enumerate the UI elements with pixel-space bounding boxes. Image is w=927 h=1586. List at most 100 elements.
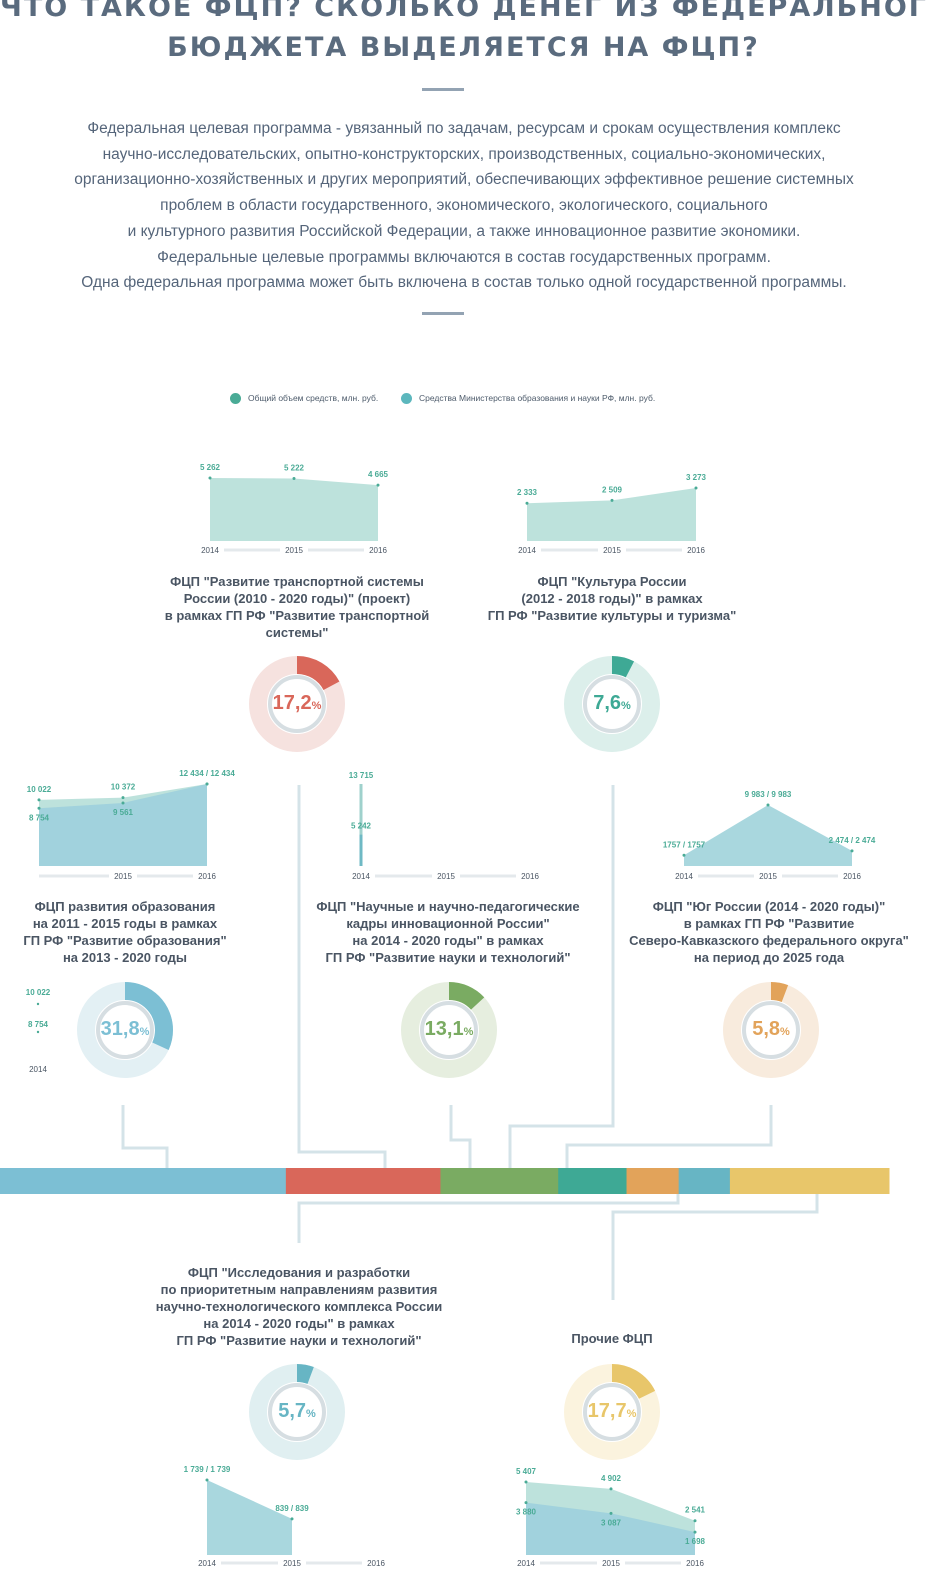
area-chart-culture: 2014 2015 2016 2 333 2 509 3 273 xyxy=(517,473,707,555)
share-value: 13,1 xyxy=(424,1018,464,1040)
data-point xyxy=(36,1030,40,1034)
share-bar-segment-other xyxy=(729,1168,890,1194)
data-label: 5 242 xyxy=(351,822,372,831)
program-title-line: России (2010 - 2020 годы)" (проект) xyxy=(183,591,411,606)
data-label: 9 561 xyxy=(113,808,134,817)
ring-share-arc xyxy=(564,656,660,752)
data-point xyxy=(205,782,209,786)
share-percent-education: 31,8% xyxy=(75,1017,175,1044)
intro-line: Одна федеральная программа может быть вк… xyxy=(81,274,847,292)
x-tick-label: 2014 xyxy=(201,546,219,555)
area-chart-other: 2014 2015 2016 5 407 4 902 2 541 3 880 3 087 1 6… xyxy=(516,1467,706,1568)
x-tick-label: 2016 xyxy=(369,546,387,555)
share-value: 7,6 xyxy=(593,692,622,714)
divider-bottom xyxy=(422,312,464,315)
data-label: 10 022 xyxy=(26,988,51,997)
ring-share-arc xyxy=(723,982,819,1078)
data-label: 2 333 xyxy=(517,488,538,497)
connector-line xyxy=(611,1194,819,1300)
legend-ministry: Средства Министерства образования и наук… xyxy=(401,393,656,405)
data-point xyxy=(37,798,41,802)
program-title-line: ФЦП "Научные и научно-педагогические xyxy=(316,899,580,914)
x-tick-label: 2016 xyxy=(521,872,539,881)
data-label: 1 698 xyxy=(685,1537,706,1546)
series-area xyxy=(207,1480,292,1555)
share-bar-segment-culture xyxy=(558,1168,628,1194)
series-area xyxy=(39,784,207,866)
x-tick-label: 2014 xyxy=(518,546,536,555)
x-tick-label: 2015 xyxy=(602,1559,620,1568)
ring-inner xyxy=(268,675,326,733)
program-title-line: ФЦП развития образования xyxy=(34,899,216,914)
program-title-line: в рамках ГП РФ "Развитие транспортной xyxy=(164,608,430,623)
data-label: 5 407 xyxy=(516,1467,537,1476)
program-title-culture: ФЦП "Культура России (2012 - 2018 годы)" … xyxy=(462,573,762,624)
x-tick-label: 2015 xyxy=(283,1559,301,1568)
area-chart-education: 2015 2016 10 022 10 372 12 434 / 12 434 8 754… xyxy=(27,769,236,881)
ring-share-arc xyxy=(401,982,497,1078)
data-label: 3 273 xyxy=(686,473,707,482)
intro-line: проблем в области государственного, экон… xyxy=(160,197,768,215)
share-percent-science_staff: 13,1% xyxy=(399,1017,499,1044)
x-tick-label: 2015 xyxy=(437,872,455,881)
program-title-line: ФЦП "Юг России (2014 - 2020 годы)" xyxy=(652,899,886,914)
x-tick-label: 2014 xyxy=(29,1065,47,1074)
program-title-line: Северо-Кавказского федерального округа" xyxy=(629,933,909,948)
data-label: 10 022 xyxy=(27,785,52,794)
program-title-line: кадры инновационной России" xyxy=(346,916,550,931)
connector-line xyxy=(449,1105,472,1168)
program-title-line: на 2011 - 2015 годы в рамках xyxy=(32,916,218,931)
legend-ministry-label: Средства Министерства образования и наук… xyxy=(419,393,656,403)
title-line-1: ЧТО ТАКОЕ ФЦП? СКОЛЬКО ДЕНЕГ ИЗ ФЕДЕРАЛЬ… xyxy=(0,0,927,23)
program-title-line: ФЦП "Исследования и разработки xyxy=(187,1265,411,1280)
share-bar-segment-research xyxy=(678,1168,731,1194)
title-line-2: БЮДЖЕТА ВЫДЕЛЯЕТСЯ НА ФЦП? xyxy=(167,32,760,63)
data-point xyxy=(376,483,380,487)
share-percent-south: 5,8% xyxy=(721,1017,821,1044)
intro-line: организационно-хозяйственных и других ме… xyxy=(74,171,854,189)
ring-inner xyxy=(742,1001,800,1059)
data-point xyxy=(694,486,698,490)
connector-line xyxy=(565,1105,773,1168)
share-percent-transport: 17,2% xyxy=(247,691,347,718)
data-point xyxy=(609,1511,613,1515)
share-ring-science_staff xyxy=(401,982,497,1078)
share-percent-research: 5,7% xyxy=(247,1399,347,1426)
legend-total-swatch xyxy=(230,393,241,405)
data-label: 4 665 xyxy=(368,470,389,479)
x-tick-label: 2015 xyxy=(603,546,621,555)
data-label: 4 902 xyxy=(601,1474,622,1483)
share-bar-segment-education xyxy=(0,1168,287,1194)
data-label: 2 509 xyxy=(602,485,623,494)
x-tick-label: 2014 xyxy=(517,1559,535,1568)
connector-line xyxy=(121,1105,169,1168)
ring-share-arc xyxy=(564,1364,660,1460)
connector-line xyxy=(297,1194,680,1243)
page-title: ЧТО ТАКОЕ ФЦП? СКОЛЬКО ДЕНЕГ ИЗ ФЕДЕРАЛЬ… xyxy=(0,0,927,68)
percent-sign: % xyxy=(311,700,322,712)
program-title-line: по приоритетным направлениям развития xyxy=(160,1282,438,1297)
data-point xyxy=(524,1501,528,1505)
program-title-line: на 2014 - 2020 годы" в рамках xyxy=(352,933,544,948)
data-point xyxy=(290,1517,294,1521)
program-title-science_staff: ФЦП "Научные и научно-педагогические кадр… xyxy=(298,898,598,966)
legend-total: Общий объем средств, млн. руб. xyxy=(230,393,378,405)
data-label: 9 983 / 9 983 xyxy=(745,790,792,799)
area-chart-transport: 2014 2015 2016 5 262 5 222 4 665 xyxy=(200,463,389,555)
ring-inner xyxy=(268,1383,326,1441)
data-point xyxy=(525,501,529,505)
share-bar-segment-south xyxy=(626,1168,680,1194)
percent-sign: % xyxy=(626,1408,637,1420)
share-percent-culture: 7,6% xyxy=(562,691,662,718)
program-title-line: на 2014 - 2020 годы" в рамках xyxy=(203,1316,395,1331)
data-point xyxy=(121,796,125,800)
program-title-line: ГП РФ "Развитие образования" xyxy=(23,933,227,948)
program-title-line: ФЦП "Развитие транспортной системы xyxy=(170,574,424,589)
data-label: 839 / 839 xyxy=(275,1504,309,1513)
share-value: 31,8 xyxy=(100,1018,140,1040)
data-label: 5 262 xyxy=(200,463,221,472)
data-point xyxy=(208,476,212,480)
ring-share-arc xyxy=(249,1364,345,1460)
intro-line: Федеральные целевые программы включаются… xyxy=(157,248,771,266)
data-point xyxy=(37,806,41,810)
